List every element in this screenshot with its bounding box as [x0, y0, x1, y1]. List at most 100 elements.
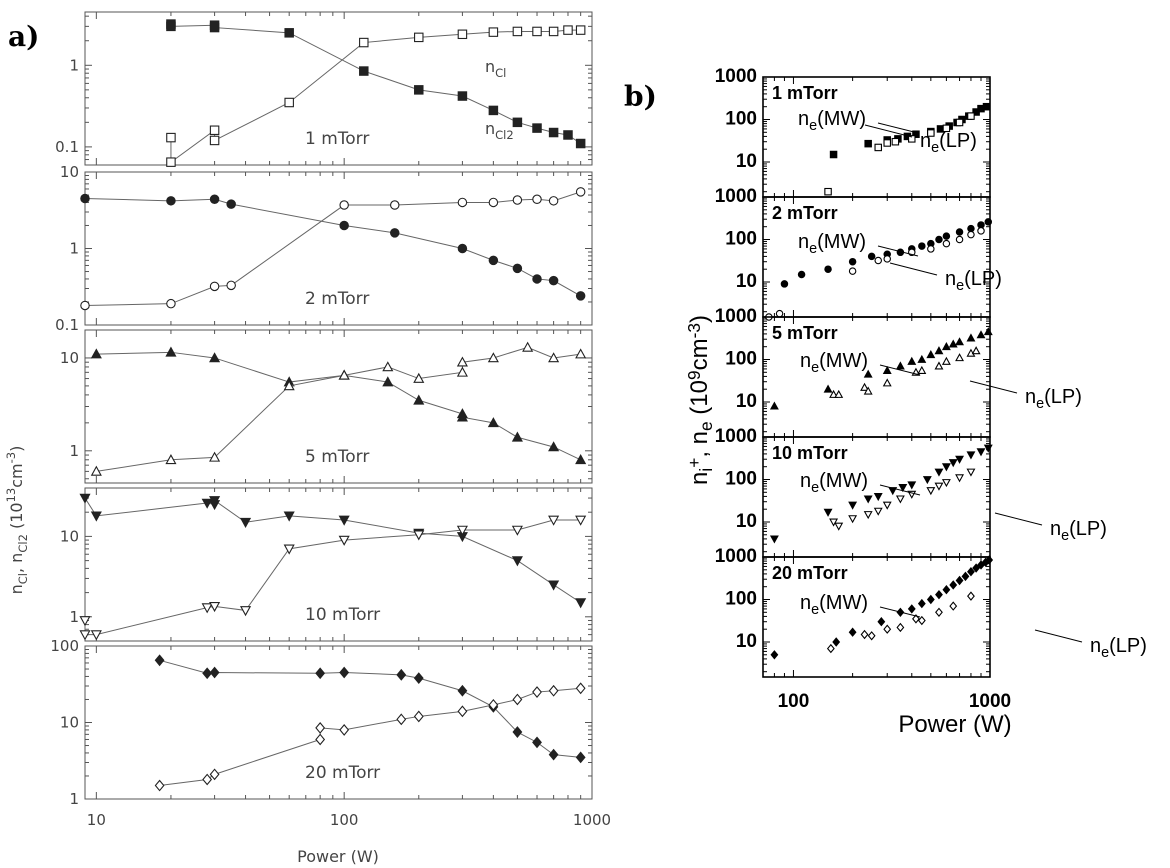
y-tick-label: 100: [725, 348, 757, 369]
data-point-filled: [563, 130, 573, 140]
y-tick-label: 10: [736, 151, 757, 172]
data-point-open: [396, 713, 407, 726]
data-point-filled: [823, 508, 833, 517]
data-point-open: [934, 361, 944, 370]
data-point-filled: [934, 468, 944, 477]
data-point-open: [338, 369, 350, 380]
data-point-open: [575, 187, 586, 197]
data-point-open: [382, 361, 394, 372]
annotation-ne-lp: ne(LP): [1025, 386, 1082, 412]
subplot-5-mtorr: 10 100 1000 5 mTorr ne(MW) ne(LP): [715, 306, 1082, 438]
data-point-open: [488, 698, 499, 711]
subplot-20-mtorr: 10 100 1000 20 mTorr ne(MW) ne(LP): [715, 546, 1147, 678]
data-point-filled: [864, 139, 872, 148]
data-point-open: [487, 352, 499, 363]
subplot-2-mtorr: 0.1 1 10 2 mTorr: [55, 163, 593, 334]
data-point-open: [967, 230, 975, 239]
data-point-open: [563, 25, 573, 35]
data-point-open: [488, 197, 499, 208]
data-point-open: [283, 380, 295, 391]
y-tick-label: 100: [725, 588, 757, 609]
data-point-open: [917, 615, 926, 626]
data-point-filled: [512, 263, 523, 274]
x-tick-label: 1000: [969, 691, 1011, 712]
data-point-filled: [917, 354, 927, 363]
data-point-filled: [575, 598, 587, 609]
data-point-open: [457, 197, 468, 208]
data-point-filled: [955, 575, 964, 586]
data-point-open: [154, 779, 165, 792]
x-axis-label: Power (W): [297, 847, 379, 866]
annotation-ne-lp: ne(LP): [1050, 518, 1107, 544]
data-point-filled: [912, 130, 920, 138]
data-point-filled: [917, 598, 926, 609]
y-tick-label: 10: [60, 349, 79, 367]
data-point-filled: [548, 580, 560, 591]
data-point-open: [512, 693, 523, 706]
data-point-open: [315, 722, 326, 734]
data-point-filled: [898, 484, 908, 493]
pressure-label: 1 mTorr: [305, 129, 369, 149]
x-tick-label: 10: [87, 811, 106, 829]
data-point-open: [548, 684, 559, 697]
data-point-filled: [90, 511, 102, 522]
data-point-filled: [154, 654, 165, 667]
pressure-label: 1 mTorr: [772, 83, 838, 103]
data-point-filled: [90, 348, 102, 359]
series-line: [96, 351, 581, 461]
data-point-filled: [935, 589, 943, 600]
data-point-filled: [961, 571, 970, 582]
annotation-arrow: [877, 122, 919, 134]
data-point-open: [942, 239, 951, 248]
data-point-open: [891, 137, 900, 146]
panel-b-chart: 10 100 1000 1 mTorr ne(MW) ne(LP) 10 100 1000 2 m…: [684, 66, 1147, 738]
data-point-open: [829, 389, 839, 398]
data-point-filled: [456, 411, 468, 422]
data-point-filled: [209, 194, 220, 205]
data-point-open: [575, 348, 587, 359]
data-point-filled: [824, 265, 832, 273]
data-point-filled: [209, 352, 221, 363]
data-point-open: [966, 468, 976, 477]
data-point-filled: [848, 257, 857, 266]
x-tick-label: 100: [330, 811, 359, 829]
data-point-open: [548, 196, 559, 206]
annotation-arrow: [889, 262, 938, 276]
annotation-ne-mw: ne(MW): [800, 592, 868, 618]
data-point-filled: [873, 492, 883, 502]
subplot-20-mtorr: 1 10 100 20 mTorr: [50, 637, 593, 808]
annotation-ncl2: nCl2: [485, 119, 514, 142]
data-point-open: [860, 629, 869, 640]
data-point-filled: [888, 487, 898, 496]
data-point-filled: [575, 454, 587, 465]
data-point-open: [848, 267, 857, 275]
y-tick-label: 1: [69, 442, 79, 460]
data-point-open: [934, 482, 944, 491]
data-point-open: [532, 26, 542, 37]
data-point-filled: [575, 751, 586, 764]
data-point-open: [511, 525, 523, 536]
data-point-open: [829, 518, 839, 527]
data-point-filled: [867, 252, 876, 261]
data-point-open: [955, 118, 964, 127]
panel-a-label: a): [8, 20, 39, 53]
data-point-filled: [934, 346, 944, 355]
y-tick-label: 1: [69, 56, 79, 74]
data-point-open: [949, 601, 958, 611]
data-point-filled: [780, 280, 789, 288]
subplot-10-mtorr: 1 10 10 mTorr: [60, 487, 593, 642]
y-tick-label: 10: [60, 163, 79, 181]
data-point-filled: [967, 567, 975, 577]
data-point-open: [967, 591, 975, 601]
data-point-filled: [382, 376, 394, 387]
data-point-open: [456, 366, 468, 377]
data-point-open: [283, 544, 295, 555]
data-point-filled: [80, 193, 90, 204]
y-tick-label: 1000: [715, 426, 757, 447]
data-point-open: [977, 227, 985, 235]
data-point-filled: [284, 28, 294, 38]
data-point-filled: [209, 496, 221, 507]
data-point-open: [413, 372, 425, 383]
data-point-filled: [797, 270, 806, 279]
data-point-open: [209, 281, 220, 292]
